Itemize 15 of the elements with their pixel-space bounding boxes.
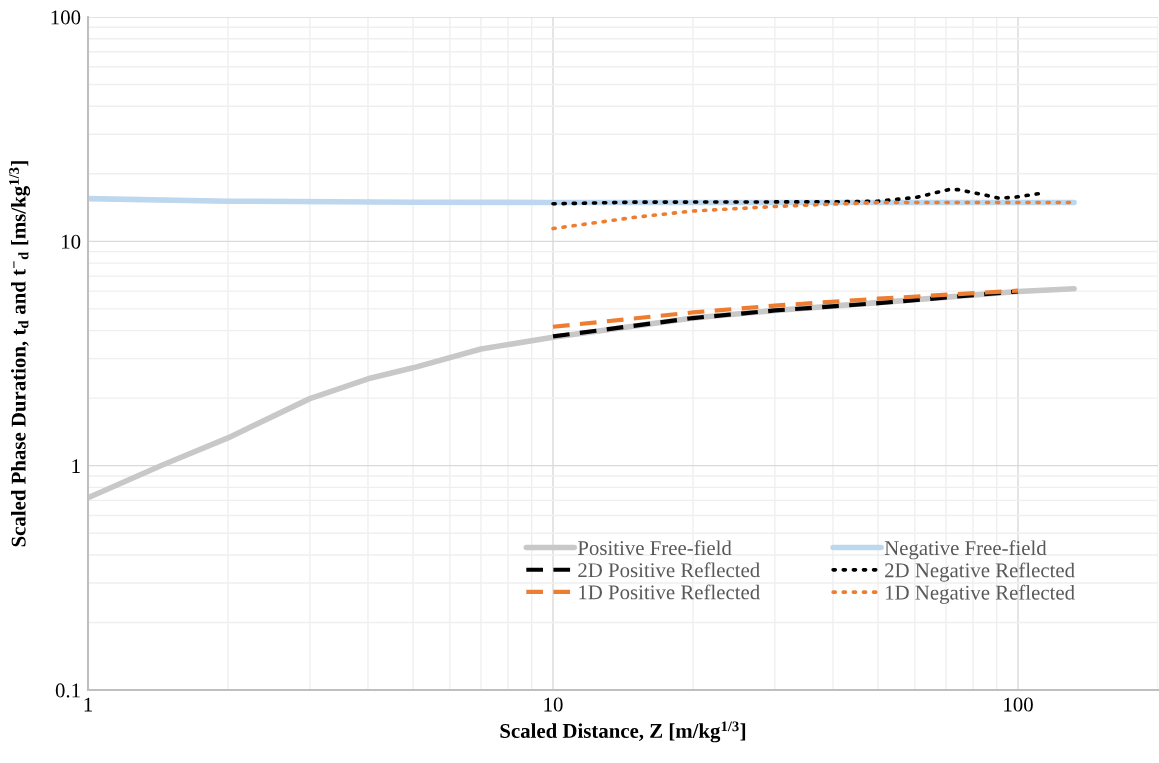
legend-label: 1D Positive Reflected (579, 584, 760, 600)
x-tick-label: 100 (1004, 697, 1033, 712)
legend-label: 2D Negative Reflected (885, 562, 1075, 582)
y-tick-label: 10 (62, 234, 81, 249)
x-axis-title: Scaled Distance, Z [m/kg$^{1/3}$] (500, 721, 746, 743)
y-tick-label: 100 (51, 10, 81, 25)
legend-label: Negative Free-field (884, 540, 1047, 560)
y-tick-label: 0.1 (55, 683, 80, 698)
x-tick-label: 1 (84, 697, 92, 712)
legend-label: 1D Negative Reflected (885, 584, 1075, 604)
y-tick-label: 1 (72, 459, 80, 473)
x-tick-label: 10 (544, 697, 563, 712)
legend-label: 2D Positive Reflected (578, 562, 760, 578)
y-axis-title: Scaled Phase Duration, t$_{d}$ and t$^{−}$$_{d}$ [ms/kg$^{1/3}$] (9, 161, 31, 547)
legend-label: Positive Free-field (577, 540, 732, 556)
